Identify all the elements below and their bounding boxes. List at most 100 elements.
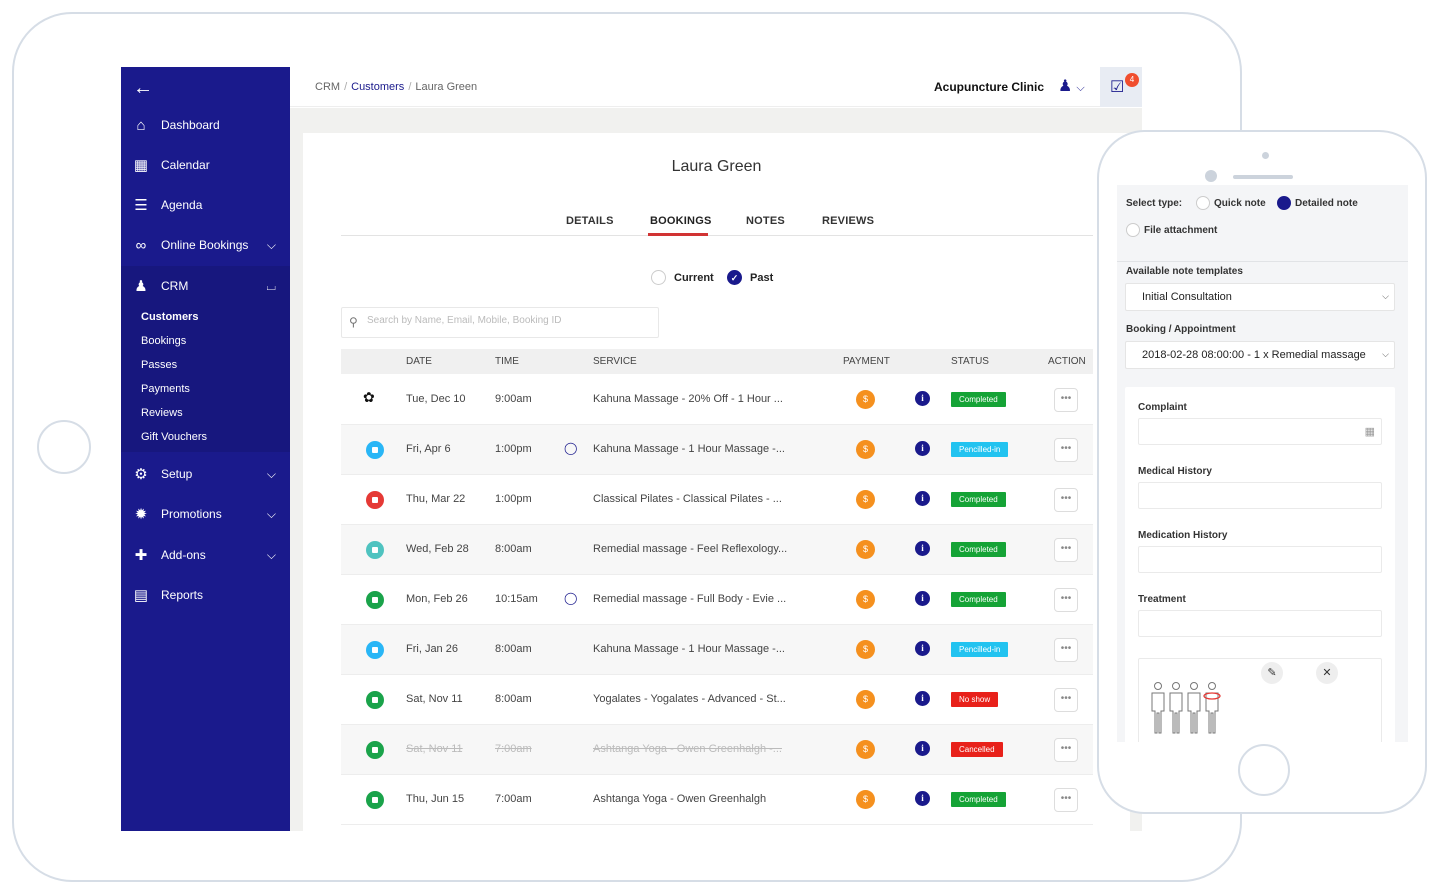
payment-icon[interactable]: $	[856, 790, 875, 809]
sidebar-sub-customers[interactable]: Customers	[141, 311, 199, 323]
template-select[interactable]: Initial Consultation ⌵	[1125, 283, 1395, 311]
sidebar-item-label: Reports	[161, 588, 204, 602]
table-row[interactable]: Thu, Jun 15 7:00am Ashtanga Yoga - Owen Gr…	[341, 775, 1093, 825]
payment-icon[interactable]: $	[856, 740, 875, 759]
payment-icon[interactable]: $	[856, 690, 875, 709]
sidebar-item-setup[interactable]: ⚙ Setup ⌵	[121, 454, 290, 494]
chat-icon[interactable]: ◯	[564, 591, 578, 605]
type-file-attachment[interactable]: File attachment	[1126, 223, 1217, 237]
info-icon[interactable]: i	[915, 491, 930, 506]
sidebar-item-online-bookings[interactable]: ∞ Online Bookings ⌵	[121, 225, 290, 265]
sidebar-item-add-ons[interactable]: ✚ Add-ons ⌵	[121, 535, 290, 575]
status-badge: Completed	[951, 542, 1006, 557]
table-row[interactable]: Sat, Nov 11 8:00am Yogalates - Yogalates -…	[341, 675, 1093, 725]
table-row[interactable]: Mon, Feb 26 10:15am ◯ Remedial massage - Fu…	[341, 575, 1093, 625]
table-row[interactable]: Wed, Feb 28 8:00am Remedial massage - Feel…	[341, 525, 1093, 575]
action-menu-button[interactable]: •••	[1054, 688, 1078, 712]
sidebar-sub-payments[interactable]: Payments	[141, 383, 190, 395]
payment-icon[interactable]: $	[856, 590, 875, 609]
action-menu-button[interactable]: •••	[1054, 588, 1078, 612]
complaint-field[interactable]: ▦	[1138, 418, 1382, 445]
breadcrumb-crm[interactable]: CRM	[315, 81, 341, 93]
type-label: File attachment	[1144, 224, 1218, 236]
filter-past[interactable]: ✓ Past	[727, 270, 773, 285]
booking-service[interactable]: Classical Pilates - Classical Pilates - …	[593, 493, 782, 505]
breadcrumb-customers[interactable]: Customers	[351, 81, 405, 93]
status-badge: Pencilled-in	[951, 442, 1009, 457]
sidebar-item-agenda[interactable]: ☰ Agenda	[121, 185, 290, 225]
booking-service[interactable]: Remedial massage - Feel Reflexology...	[593, 543, 788, 555]
search-input[interactable]	[367, 315, 647, 326]
tab-reviews[interactable]: REVIEWS	[822, 215, 875, 227]
table-row[interactable]: Fri, Jan 26 8:00am Kahuna Massage - 1 Hour…	[341, 625, 1093, 675]
table-row[interactable]: Thu, Mar 22 1:00pm Classical Pilates - Cla…	[341, 475, 1093, 525]
type-detailed-note[interactable]: Detailed note	[1277, 196, 1358, 210]
booking-service[interactable]: Kahuna Massage - 1 Hour Massage -...	[593, 443, 785, 455]
sidebar-sub-passes[interactable]: Passes	[141, 359, 178, 371]
back-arrow-icon[interactable]: ←	[133, 77, 153, 99]
pencil-icon[interactable]: ✎	[1261, 662, 1283, 684]
sidebar-sub-bookings[interactable]: Bookings	[141, 335, 187, 347]
sidebar-item-calendar[interactable]: ▦ Calendar	[121, 145, 290, 185]
table-row[interactable]: Fri, Apr 6 1:00pm ◯ Kahuna Massage - 1 Hour…	[341, 425, 1093, 475]
link-icon: ∞	[135, 236, 147, 254]
type-quick-note[interactable]: Quick note	[1196, 196, 1266, 210]
booking-service[interactable]: Yogalates - Yogalates - Advanced - St...	[593, 693, 786, 705]
action-menu-button[interactable]: •••	[1054, 488, 1078, 512]
info-icon[interactable]: i	[915, 391, 930, 406]
sidebar-sub-reviews[interactable]: Reviews	[141, 407, 183, 419]
booking-service[interactable]: Ashtanga Yoga - Owen Greenhalgh -...	[593, 743, 782, 755]
info-icon[interactable]: i	[915, 791, 930, 806]
tab-notes[interactable]: NOTES	[746, 215, 785, 227]
info-icon[interactable]: i	[915, 641, 930, 656]
info-icon[interactable]: i	[915, 691, 930, 706]
treatment-field[interactable]	[1138, 610, 1382, 637]
body-chart[interactable]: ✎ ✕	[1138, 658, 1382, 742]
action-menu-button[interactable]: •••	[1054, 638, 1078, 662]
sidebar-item-reports[interactable]: ▤ Reports	[121, 575, 290, 615]
action-menu-button[interactable]: •••	[1054, 388, 1078, 412]
chat-icon[interactable]: ◯	[564, 441, 578, 455]
booking-date: Thu, Jun 15	[406, 793, 465, 805]
column-action: ACTION	[1048, 356, 1086, 367]
booking-select-value: 2018-02-28 08:00:00 - 1 x Remedial massa…	[1142, 349, 1366, 361]
payment-icon[interactable]: $	[856, 490, 875, 509]
sidebar-item-crm[interactable]: ♟ CRM ⌴	[121, 266, 290, 306]
filter-current[interactable]: Current	[651, 270, 714, 285]
sidebar-item-promotions[interactable]: ✹ Promotions ⌵	[121, 494, 290, 534]
booking-service[interactable]: Remedial massage - Full Body - Evie ...	[593, 593, 787, 605]
puzzle-icon: ✚	[134, 547, 148, 564]
close-icon[interactable]: ✕	[1316, 662, 1338, 684]
info-icon[interactable]: i	[915, 441, 930, 456]
tab-details[interactable]: DETAILS	[566, 215, 614, 227]
info-icon[interactable]: i	[915, 591, 930, 606]
booking-select[interactable]: 2018-02-28 08:00:00 - 1 x Remedial massa…	[1125, 341, 1395, 369]
booking-time: 7:00am	[495, 793, 532, 805]
info-icon[interactable]: i	[915, 741, 930, 756]
sidebar-sub-gift-vouchers[interactable]: Gift Vouchers	[141, 431, 208, 443]
payment-icon[interactable]: $	[856, 390, 875, 409]
payment-icon[interactable]: $	[856, 640, 875, 659]
column-status: STATUS	[951, 356, 989, 367]
booking-service[interactable]: Kahuna Massage - 1 Hour Massage -...	[593, 643, 785, 655]
medical-history-field[interactable]	[1138, 482, 1382, 509]
type-label: Detailed note	[1295, 197, 1358, 209]
medication-history-field[interactable]	[1138, 546, 1382, 573]
table-row[interactable]: Sat, Nov 11 7:00am Ashtanga Yoga - Owen Gr…	[341, 725, 1093, 775]
gears-icon: ⚙	[134, 466, 148, 483]
sidebar-item-dashboard[interactable]: ⌂ Dashboard	[121, 105, 290, 145]
action-menu-button[interactable]: •••	[1054, 538, 1078, 562]
payment-icon[interactable]: $	[856, 540, 875, 559]
table-row[interactable]: ✿ Tue, Dec 10 9:00am Kahuna Massage - 20% O…	[341, 375, 1093, 425]
action-menu-button[interactable]: •••	[1054, 738, 1078, 762]
booking-service[interactable]: Ashtanga Yoga - Owen Greenhalgh	[593, 793, 767, 805]
notifications-button[interactable]: ☑ 4	[1100, 67, 1142, 107]
user-menu[interactable]: ♟ ⌵	[1058, 76, 1085, 96]
keyboard-icon[interactable]: ▦	[1364, 426, 1375, 438]
payment-icon[interactable]: $	[856, 440, 875, 459]
info-icon[interactable]: i	[915, 541, 930, 556]
action-menu-button[interactable]: •••	[1054, 788, 1078, 812]
tab-bookings[interactable]: BOOKINGS	[650, 215, 712, 227]
action-menu-button[interactable]: •••	[1054, 438, 1078, 462]
booking-service[interactable]: Kahuna Massage - 20% Off - 1 Hour ...	[593, 393, 783, 405]
